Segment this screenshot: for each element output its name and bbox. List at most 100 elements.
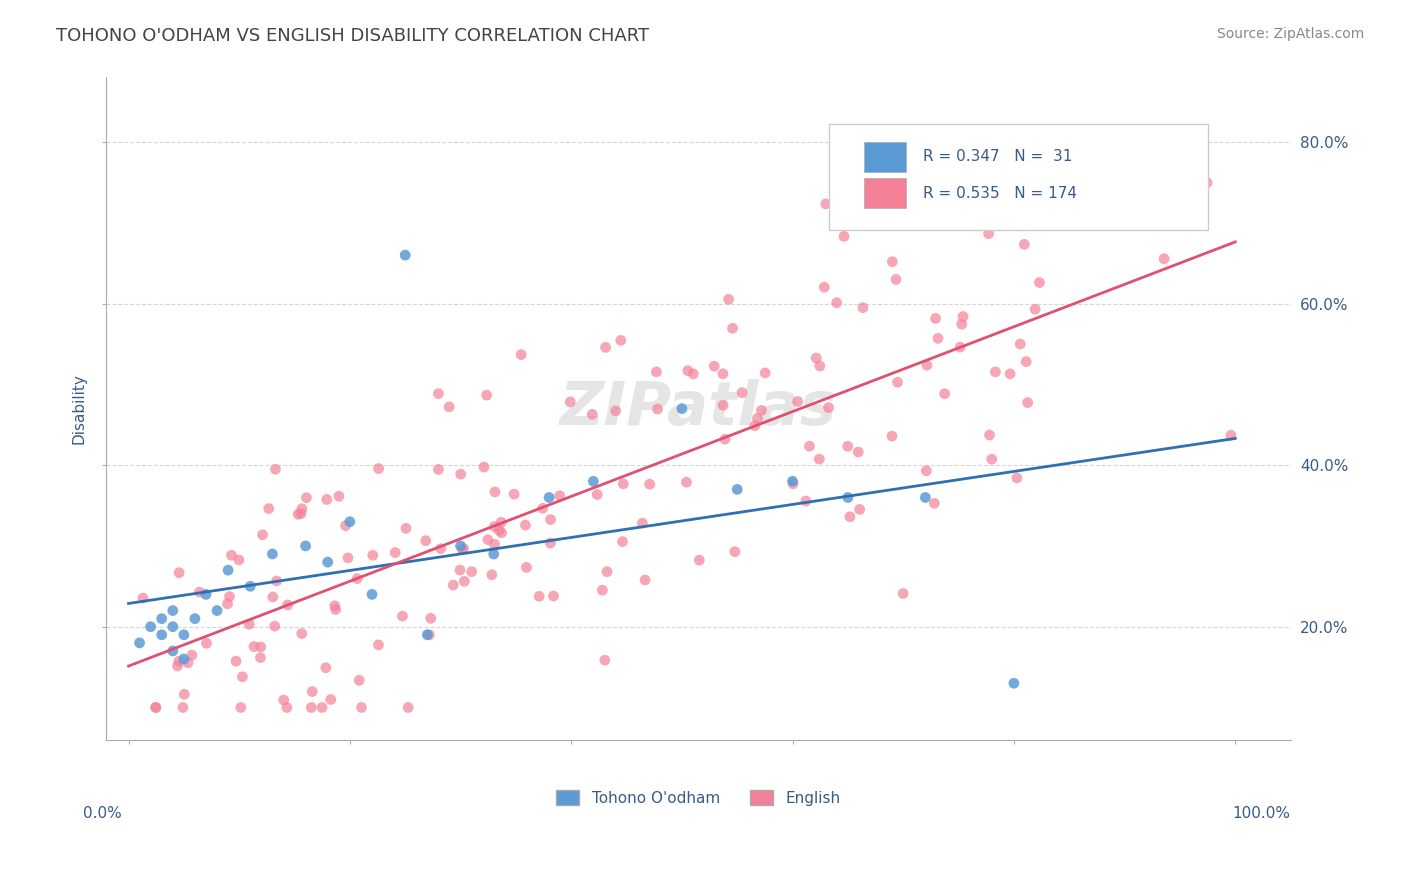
Point [361,549,384,563]
Point [336,550,359,565]
Point [848,502,870,516]
Point [510,348,533,362]
Point [449,563,471,577]
Point [703,359,725,374]
Point [837,491,859,505]
Point [724,544,747,558]
Point [825,295,848,310]
Point [1014,237,1036,252]
Point [415,533,437,548]
Point [638,477,661,491]
Point [484,519,506,533]
Point [543,589,565,603]
Point [1015,354,1038,368]
Point [806,351,828,365]
Point [560,395,582,409]
Point [582,475,605,489]
Point [1149,194,1171,209]
Text: 0.0%: 0.0% [83,806,121,821]
Point [634,573,657,587]
Point [591,583,613,598]
FancyBboxPatch shape [865,142,905,172]
Point [301,684,323,698]
Point [291,501,314,516]
Point [595,340,617,354]
Point [846,445,869,459]
Point [711,398,734,412]
Point [188,585,211,599]
Point [721,321,744,335]
Point [231,670,253,684]
Point [177,656,200,670]
Point [418,628,440,642]
Point [813,280,835,294]
Point [350,700,373,714]
Point [782,475,804,489]
Point [676,364,699,378]
Point [145,700,167,714]
Point [316,555,339,569]
Point [139,620,162,634]
Point [717,293,740,307]
Point [276,700,298,714]
Point [682,367,704,381]
Point [1028,276,1050,290]
Point [162,603,184,617]
Point [132,591,155,606]
Point [956,208,979,222]
Point [427,386,450,401]
Point [1005,471,1028,485]
Text: 100.0%: 100.0% [1233,806,1291,821]
Point [905,176,928,190]
Point [952,310,974,324]
Point [1219,428,1241,442]
Point [319,692,342,706]
Point [221,549,243,563]
Point [195,636,218,650]
Point [1122,176,1144,190]
Point [924,311,946,326]
Point [484,484,506,499]
Point [839,509,862,524]
Point [491,525,513,540]
Point [217,597,239,611]
Point [477,533,499,547]
Point [548,489,571,503]
Point [395,521,418,535]
Point [162,620,184,634]
Point [886,375,908,389]
Point [837,439,859,453]
Point [441,578,464,592]
Point [725,483,748,497]
Point [817,401,839,415]
Point [173,687,195,701]
Point [747,411,769,425]
Point [416,628,439,642]
Point [711,367,734,381]
Point [367,461,389,475]
Point [172,700,194,714]
Point [538,536,561,550]
FancyBboxPatch shape [865,178,905,208]
Point [263,619,285,633]
Point [482,547,505,561]
Point [339,515,361,529]
Point [754,366,776,380]
Text: R = 0.535   N = 174: R = 0.535 N = 174 [924,186,1077,201]
Point [450,467,472,482]
Point [949,340,972,354]
Point [262,547,284,561]
Point [610,334,633,348]
Point [852,301,875,315]
Point [264,462,287,476]
Point [273,693,295,707]
Point [315,492,337,507]
Point [287,507,309,521]
Point [631,516,654,531]
Legend: Tohono O'odham, English: Tohono O'odham, English [550,783,846,812]
Point [481,567,503,582]
Point [596,565,619,579]
Point [529,590,551,604]
Point [475,388,498,402]
Point [249,650,271,665]
